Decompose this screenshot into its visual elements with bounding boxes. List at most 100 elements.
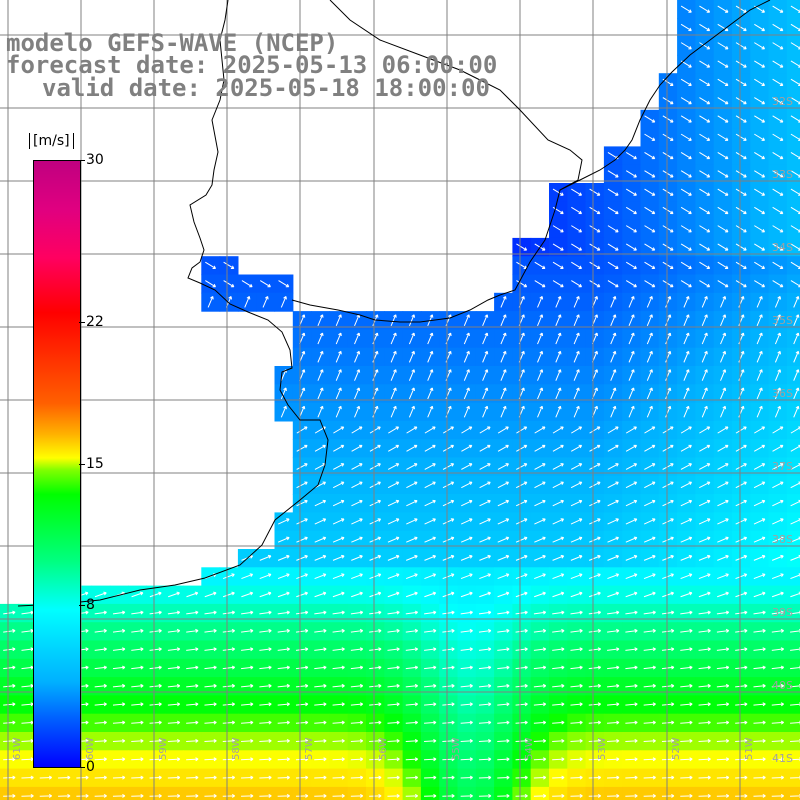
wind-arrow	[424, 702, 437, 707]
wind-arrow	[460, 757, 473, 762]
wind-cell	[786, 164, 800, 184]
wind-cell	[786, 18, 800, 38]
wind-arrow	[405, 573, 418, 580]
wind-arrow	[332, 554, 345, 561]
wind-arrow	[76, 775, 89, 780]
wind-arrow	[515, 775, 528, 780]
wind-arrow	[772, 463, 784, 470]
wind-arrow	[771, 720, 785, 725]
wind-arrow	[277, 628, 290, 633]
wind-arrow	[717, 261, 729, 269]
wind-arrow	[186, 702, 199, 707]
wind-arrow	[280, 405, 287, 418]
wind-arrow	[424, 720, 437, 725]
wind-arrow	[588, 702, 602, 707]
wind-arrow	[646, 332, 653, 345]
wind-arrow	[662, 426, 674, 434]
wind-arrow	[625, 280, 637, 288]
wind-arrow	[424, 444, 436, 452]
wind-arrow	[699, 170, 711, 178]
wind-arrow	[351, 426, 363, 434]
wind-arrow	[405, 628, 419, 633]
wind-arrow	[460, 628, 473, 633]
wind-arrow	[735, 647, 748, 652]
wind-arrow	[442, 720, 455, 725]
wind-arrow	[478, 647, 492, 652]
wind-cell	[219, 786, 239, 800]
wind-arrow	[350, 793, 364, 798]
wind-arrow	[186, 793, 199, 798]
wind-arrow	[680, 702, 693, 707]
wind-arrow	[3, 757, 16, 762]
wind-arrow	[241, 573, 254, 580]
wind-arrow	[701, 314, 708, 326]
wind-arrow	[259, 628, 272, 633]
wind-arrow	[610, 296, 617, 308]
wind-arrow	[314, 775, 327, 780]
wind-arrow	[500, 387, 507, 400]
wind-arrow	[537, 387, 544, 400]
wind-arrow	[570, 554, 583, 561]
wind-arrow	[463, 405, 470, 418]
wind-arrow	[149, 757, 162, 762]
wind-arrow	[646, 314, 653, 326]
wind-arrow	[552, 591, 565, 598]
wind-arrow	[406, 444, 418, 452]
wind-arrow	[21, 793, 34, 798]
wind-arrow	[497, 536, 510, 543]
wind-arrow	[680, 463, 692, 470]
wind-arrow	[149, 683, 162, 688]
wind-arrow	[478, 720, 492, 725]
latitude-label: 35S	[772, 314, 793, 327]
wind-arrow	[167, 738, 181, 743]
wind-arrow	[278, 280, 290, 288]
wind-arrow	[753, 647, 766, 652]
wind-arrow	[460, 702, 473, 707]
wind-arrow	[204, 702, 217, 707]
wind-arrow	[442, 518, 455, 525]
wind-cell	[658, 786, 678, 800]
wind-arrow	[735, 518, 748, 525]
wind-arrow	[753, 720, 766, 725]
wind-arrow	[735, 280, 747, 288]
wind-arrow	[588, 683, 602, 688]
wind-arrow	[628, 369, 635, 381]
wind-arrow	[369, 463, 381, 470]
wind-arrow	[3, 738, 16, 743]
wind-arrow	[625, 426, 637, 434]
wind-arrow	[277, 518, 290, 525]
wind-arrow	[699, 463, 711, 470]
wind-arrow	[259, 591, 272, 598]
wind-arrow	[478, 738, 492, 743]
wind-arrow	[424, 775, 437, 780]
wind-arrow	[644, 280, 656, 288]
wind-cell	[677, 786, 696, 800]
wind-arrow	[701, 387, 708, 400]
wind-arrow	[534, 481, 546, 489]
wind-arrow	[460, 647, 473, 652]
wind-arrow	[644, 243, 656, 251]
wind-arrow	[610, 387, 617, 400]
wind-arrow	[625, 738, 638, 743]
wind-arrow	[369, 683, 382, 688]
wind-arrow	[625, 610, 638, 615]
wind-arrow	[131, 591, 144, 598]
wind-arrow	[222, 775, 236, 780]
wind-arrow	[241, 738, 254, 743]
wind-arrow	[643, 536, 656, 543]
wind-arrow	[387, 536, 400, 543]
wind-cell	[786, 128, 800, 147]
wind-arrow	[296, 499, 308, 507]
wind-arrow	[716, 665, 730, 670]
wind-arrow	[756, 332, 763, 345]
wind-arrow	[442, 628, 455, 633]
wind-arrow	[717, 42, 729, 50]
wind-arrow	[772, 481, 784, 489]
wind-arrow	[295, 665, 309, 670]
wind-arrow	[793, 296, 800, 308]
wind-arrow	[332, 647, 345, 652]
wind-arrow	[589, 243, 601, 251]
wind-arrow	[662, 280, 674, 288]
wind-arrow	[680, 115, 692, 123]
wind-arrow	[754, 243, 766, 251]
